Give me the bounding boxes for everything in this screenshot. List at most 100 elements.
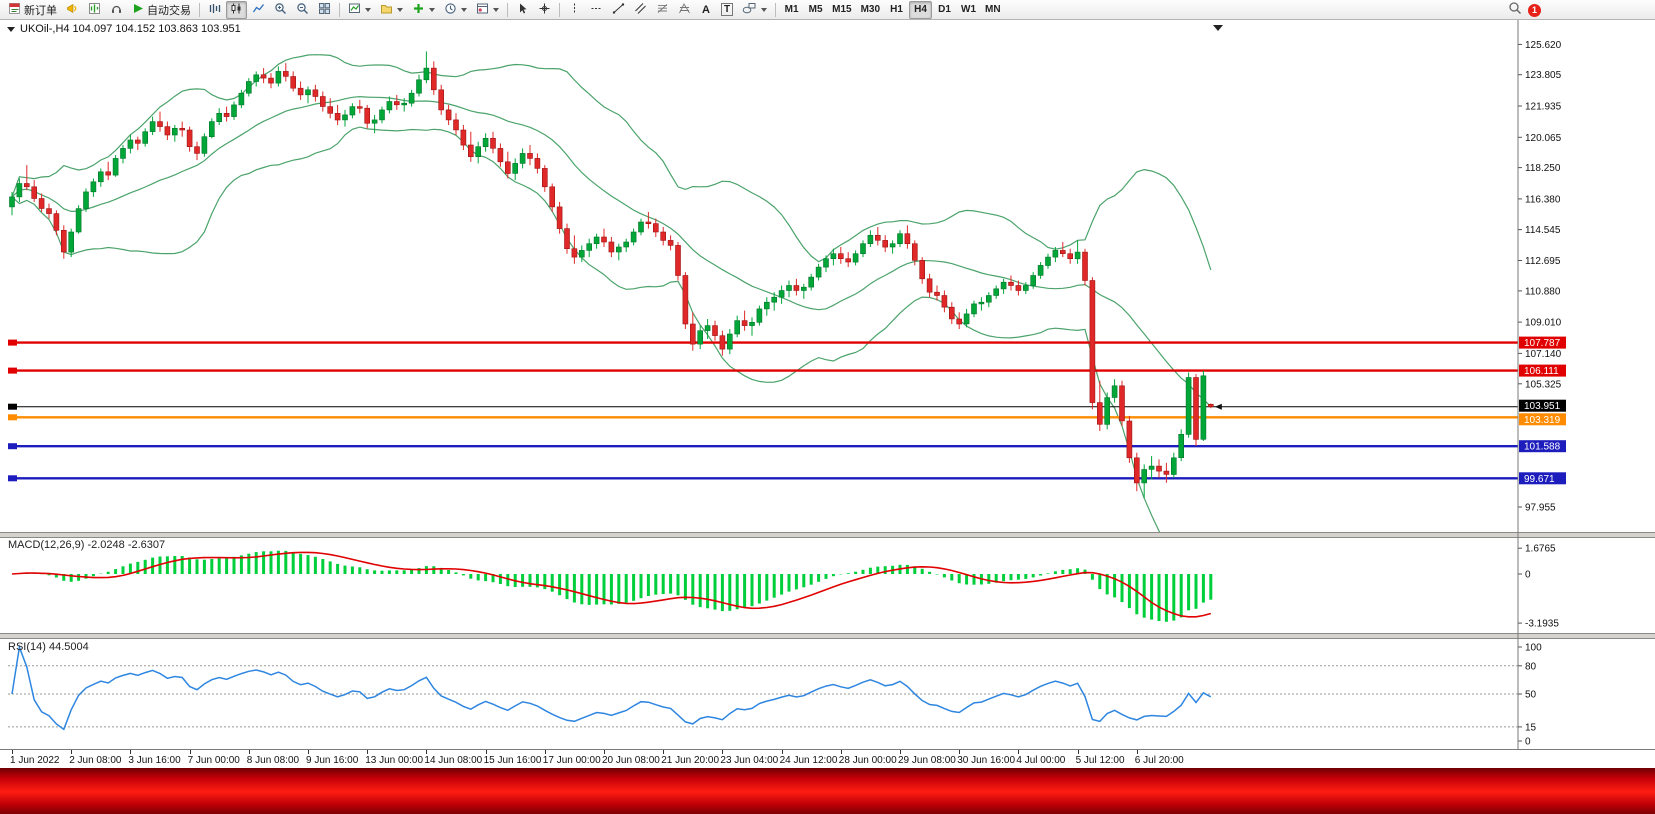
market-watch-button[interactable] [84,1,105,19]
svg-text:110.880: 110.880 [1525,286,1561,297]
time-axis-label: 29 Jun 08:00 [898,755,956,766]
timeframe-d1-button[interactable]: D1 [933,1,956,19]
cursor-icon [516,2,529,18]
toolbar-right-group: 1 [1508,0,1541,20]
svg-text:103.319: 103.319 [1524,415,1561,426]
shapes-icon [742,2,757,18]
rsi-panel[interactable]: 100 80 50 15 0 [0,633,1655,749]
toolbar-separator [199,2,200,17]
time-axis[interactable]: 1 Jun 2022 2 Jun 08:00 3 Jun 16:00 7 Jun 00… [0,749,1655,768]
main-chart[interactable]: 125.620 123.805 121.935 120.065 118.250 116.3… [0,20,1655,532]
crosshair-button[interactable] [534,1,555,19]
dropdown-caret-icon [429,7,435,12]
macd-panel[interactable]: 1.6765 0 -3.1935 [0,532,1655,633]
time-axis-label: 24 Jun 12:00 [779,755,838,766]
label-tool-button[interactable]: T [717,1,737,19]
timeframe-w1-button[interactable]: W1 [957,1,980,19]
svg-text:118.250: 118.250 [1525,163,1561,174]
dropdown-caret-icon [397,7,403,12]
svg-text:97.955: 97.955 [1525,503,1556,514]
time-axis-tick [1077,750,1079,754]
svg-text:107.787: 107.787 [1524,338,1561,349]
timeframe-h1-button[interactable]: H1 [885,1,908,19]
time-axis-tick [12,750,13,754]
search-icon[interactable] [1508,1,1522,20]
line-chart-type-button[interactable] [248,1,269,19]
time-axis-tick [426,750,428,754]
add-indicator-icon [412,2,425,18]
label-tool-icon: T [721,3,734,16]
periods-button[interactable] [440,1,471,19]
vertical-line-button[interactable] [564,1,585,19]
fibonacci-expansion-button[interactable] [674,1,695,19]
svg-text:15: 15 [1525,722,1537,733]
timeframe-h4-button[interactable]: H4 [909,0,933,19]
svg-text:99.671: 99.671 [1524,474,1555,485]
indicators-button[interactable] [408,1,439,19]
dropdown-caret-icon [761,7,768,12]
text-tool-icon: A [702,3,710,16]
fibonacci-expansion-icon [678,2,691,18]
svg-text:116.380: 116.380 [1525,194,1561,205]
new-order-icon [8,2,21,18]
fibonacci-button[interactable] [652,1,673,19]
time-axis-label: 2 Jun 08:00 [69,755,122,766]
timeframe-mn-button[interactable]: MN [981,1,1005,19]
timeframe-m30-button[interactable]: M30 [857,1,884,19]
announcement-button[interactable] [62,1,83,19]
svg-text:100: 100 [1525,643,1542,654]
timeframe-m5-button[interactable]: M5 [804,1,827,19]
autotrade-label: 自动交易 [147,4,191,17]
shapes-button[interactable] [738,1,771,19]
svg-text:123.805: 123.805 [1525,70,1562,81]
timeframe-m15-button[interactable]: M15 [828,1,855,19]
chart-shift-marker [1213,25,1223,31]
horizontal-line-button[interactable] [586,1,607,19]
svg-text:120.065: 120.065 [1525,133,1562,144]
svg-text:101.588: 101.588 [1524,442,1561,453]
bar-chart-icon [208,2,221,18]
svg-text:106.111: 106.111 [1524,366,1559,377]
notification-badge[interactable]: 1 [1528,3,1541,17]
bar-chart-type-button[interactable] [204,1,225,19]
time-axis-label: 23 Jun 04:00 [720,755,779,766]
zoom-in-button[interactable] [270,1,291,19]
time-axis-label: 13 Jun 00:00 [365,755,424,766]
time-axis-tick [604,750,605,754]
time-axis-label: 21 Jun 20:00 [661,755,720,766]
time-axis-tick [722,750,724,754]
text-tool-button[interactable]: A [696,1,716,19]
bottom-red-strip [0,768,1655,814]
horizontal-line-icon [590,2,603,18]
crosshair-icon [538,2,551,18]
candlestick-chart-type-button[interactable] [226,0,247,19]
new-order-button[interactable]: 新订单 [4,1,61,19]
time-axis-tick [544,750,546,754]
support-button[interactable] [106,1,127,19]
new-order-label: 新订单 [24,4,57,17]
trendline-icon [612,2,625,18]
timeframe-m1-button[interactable]: M1 [780,1,803,19]
templates-button[interactable] [472,1,503,19]
profiles-button[interactable] [376,1,407,19]
new-chart-button[interactable] [344,1,375,19]
time-axis-tick [130,750,132,754]
svg-text:112.695: 112.695 [1525,256,1561,267]
zoom-out-icon [296,2,309,18]
cursor-button[interactable] [512,1,533,19]
zoom-out-button[interactable] [292,1,313,19]
folder-icon [380,2,393,18]
svg-text:80: 80 [1525,661,1537,672]
tile-windows-button[interactable] [314,1,335,19]
channel-button[interactable] [630,1,651,19]
svg-text:-3.1935: -3.1935 [1525,619,1559,630]
dropdown-caret-icon [493,7,499,12]
time-axis-tick [840,750,842,754]
one-click-trading-arrow-icon[interactable] [7,26,15,32]
time-axis-tick [308,750,309,754]
svg-text:109.010: 109.010 [1525,318,1562,329]
time-axis-tick [189,750,191,754]
trendline-button[interactable] [608,1,629,19]
autotrade-button[interactable]: 自动交易 [128,1,195,19]
time-axis-label: 9 Jun 16:00 [306,755,359,766]
